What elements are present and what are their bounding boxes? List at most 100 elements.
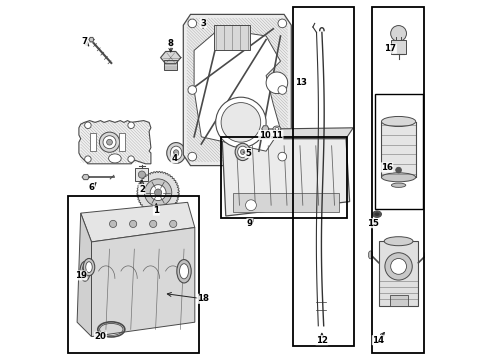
Polygon shape	[194, 29, 280, 151]
Ellipse shape	[272, 126, 280, 132]
Polygon shape	[81, 202, 194, 242]
Circle shape	[277, 152, 286, 161]
Bar	[164, 60, 177, 70]
Circle shape	[150, 185, 166, 201]
Ellipse shape	[82, 265, 88, 278]
Ellipse shape	[381, 117, 415, 126]
Polygon shape	[160, 51, 181, 64]
Circle shape	[265, 72, 287, 94]
Bar	[292, 7, 354, 346]
Polygon shape	[222, 139, 349, 216]
Polygon shape	[183, 14, 291, 166]
Text: 15: 15	[366, 219, 379, 228]
Circle shape	[187, 19, 196, 28]
Bar	[221, 137, 346, 218]
Circle shape	[109, 220, 117, 228]
Text: 2: 2	[139, 184, 144, 194]
Circle shape	[245, 200, 256, 211]
Ellipse shape	[166, 143, 185, 163]
Bar	[371, 7, 424, 353]
Ellipse shape	[374, 212, 379, 216]
Text: 1: 1	[153, 206, 159, 215]
Text: 3: 3	[200, 19, 205, 28]
Text: 12: 12	[315, 336, 327, 345]
Text: 7: 7	[81, 37, 87, 46]
Bar	[381, 122, 415, 177]
Circle shape	[138, 171, 145, 178]
Ellipse shape	[372, 211, 381, 217]
Polygon shape	[91, 228, 194, 337]
Circle shape	[84, 122, 91, 129]
Text: 9: 9	[246, 219, 252, 228]
Ellipse shape	[177, 260, 191, 283]
Text: 10: 10	[258, 130, 270, 139]
Text: 18: 18	[197, 294, 209, 303]
Text: 11: 11	[270, 130, 283, 139]
Circle shape	[103, 136, 116, 149]
Circle shape	[154, 189, 162, 196]
Text: 13: 13	[295, 78, 307, 87]
Text: 17: 17	[384, 44, 396, 53]
Bar	[135, 168, 148, 181]
Ellipse shape	[381, 173, 415, 182]
Ellipse shape	[83, 258, 95, 276]
Bar	[232, 193, 338, 212]
Bar	[213, 25, 249, 50]
Circle shape	[390, 258, 406, 274]
Circle shape	[384, 253, 411, 280]
Circle shape	[99, 132, 120, 152]
Ellipse shape	[390, 183, 405, 188]
Ellipse shape	[173, 150, 179, 156]
Text: 6: 6	[88, 183, 94, 192]
Text: 19: 19	[75, 271, 86, 280]
Text: 5: 5	[244, 149, 250, 158]
Bar	[119, 133, 125, 151]
Text: 14: 14	[371, 336, 384, 345]
Text: 4: 4	[171, 154, 177, 163]
Ellipse shape	[240, 149, 244, 154]
Circle shape	[127, 156, 134, 162]
Bar	[68, 196, 199, 353]
Text: 8: 8	[167, 39, 173, 48]
Text: 20: 20	[94, 332, 106, 341]
Ellipse shape	[384, 237, 412, 246]
Circle shape	[84, 156, 91, 162]
Circle shape	[144, 179, 171, 206]
Ellipse shape	[367, 251, 372, 259]
Circle shape	[395, 167, 401, 173]
Bar	[90, 133, 96, 151]
Bar	[378, 241, 418, 306]
Bar	[374, 94, 422, 209]
Text: 16: 16	[380, 163, 392, 172]
Circle shape	[277, 19, 286, 28]
Ellipse shape	[275, 127, 278, 130]
Circle shape	[215, 97, 265, 148]
Circle shape	[106, 139, 112, 145]
Bar	[390, 40, 405, 54]
Ellipse shape	[85, 262, 92, 273]
Circle shape	[149, 220, 157, 228]
Ellipse shape	[170, 146, 182, 160]
Circle shape	[221, 103, 260, 142]
Polygon shape	[79, 121, 151, 164]
Polygon shape	[137, 171, 179, 214]
Circle shape	[169, 220, 177, 228]
Polygon shape	[261, 126, 268, 132]
Circle shape	[127, 122, 134, 129]
Polygon shape	[89, 37, 94, 42]
Ellipse shape	[235, 143, 250, 161]
Circle shape	[277, 86, 286, 94]
Circle shape	[187, 86, 196, 94]
Polygon shape	[82, 175, 89, 180]
Circle shape	[187, 152, 196, 161]
Ellipse shape	[237, 146, 247, 158]
Polygon shape	[222, 128, 352, 139]
Bar	[389, 295, 407, 306]
Circle shape	[390, 26, 406, 41]
Polygon shape	[77, 213, 91, 337]
Ellipse shape	[424, 251, 428, 259]
Ellipse shape	[80, 261, 90, 281]
Ellipse shape	[179, 264, 188, 279]
Circle shape	[129, 220, 137, 228]
Ellipse shape	[108, 154, 121, 163]
